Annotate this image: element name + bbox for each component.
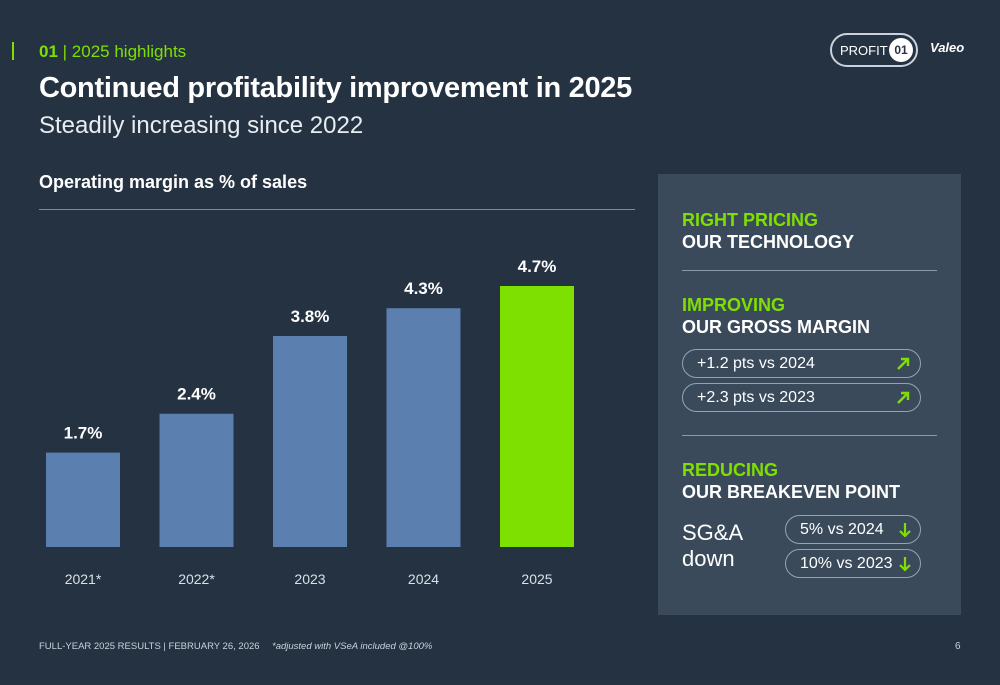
gross-margin-heading: OUR GROSS MARGIN [682, 317, 871, 337]
operating-margin-chart: 1.7% 2021* 2.4% 2022* 3.8% 2023 4.3% 2024 4.7% 20… [46, 257, 574, 587]
sga-down-label: SG&A down [682, 520, 743, 572]
footer-event: FULL-YEAR 2025 RESULTS | FEBRUARY 26, 20… [39, 641, 260, 652]
section-label: 01 | 2025 highlights [39, 42, 186, 62]
pricing-heading: RIGHT PRICING [682, 210, 819, 230]
chart-title: Operating margin as % of sales [39, 172, 308, 192]
chart-title-rule [39, 209, 635, 210]
panel-divider [682, 270, 937, 271]
section-accent-bar [12, 42, 14, 60]
page-number: 6 [955, 641, 961, 652]
sga-line-1: SG&A [682, 520, 744, 545]
gross-margin-pill-2024: +1.2 pts vs 2024 [682, 349, 921, 378]
page-subtitle: Steadily increasing since 2022 [39, 112, 364, 139]
x-tick-label: 2024 [408, 571, 439, 587]
pill-text: 10% vs 2023 [800, 554, 893, 572]
highlights-panel: RIGHT PRICING OUR TECHNOLOGY IMPROVING O… [658, 174, 961, 615]
page-title: Continued profitability improvement in 2… [39, 72, 632, 104]
arrow-up-right-icon [897, 357, 910, 370]
panel-divider [682, 435, 937, 436]
section-number: 01 [39, 42, 58, 61]
section-name: | 2025 highlights [62, 42, 187, 61]
bar-2022 [159, 413, 234, 547]
profit-badge: PROFIT 01 [830, 33, 918, 67]
x-tick-label: 2023 [294, 571, 325, 587]
technology-heading: OUR TECHNOLOGY [682, 232, 855, 252]
sga-pill-2024: 5% vs 2024 [785, 515, 921, 544]
pill-text: 5% vs 2024 [800, 520, 884, 538]
bar-2025 [500, 286, 574, 547]
arrow-up-right-icon [897, 391, 910, 404]
bar-2024 [386, 308, 461, 547]
x-tick-label: 2022* [178, 571, 215, 587]
arrow-down-icon [899, 522, 911, 538]
reducing-heading: REDUCING [682, 460, 779, 480]
x-tick-label: 2021* [65, 571, 102, 587]
footer-footnote: *adjusted with VSeA included @100% [272, 641, 433, 652]
bar-value-label: 2.4% [177, 385, 216, 404]
bar-value-label: 4.3% [404, 279, 443, 298]
sga-line-2: down [682, 546, 735, 571]
bar-value-label: 4.7% [518, 257, 557, 276]
x-tick-label: 2025 [521, 571, 552, 587]
arrow-down-icon [899, 556, 911, 572]
gross-margin-pill-2023: +2.3 pts vs 2023 [682, 383, 921, 412]
bar-2023 [273, 335, 347, 547]
pill-text: +1.2 pts vs 2024 [697, 354, 815, 372]
badge-label: PROFIT [840, 42, 888, 58]
valeo-logo: Valeo [930, 40, 965, 55]
breakeven-heading: OUR BREAKEVEN POINT [682, 482, 901, 502]
bar-value-label: 3.8% [291, 307, 330, 326]
pill-text: +2.3 pts vs 2023 [697, 388, 815, 406]
sga-pill-2023: 10% vs 2023 [785, 549, 921, 578]
badge-number: 01 [889, 38, 913, 62]
bar-value-label: 1.7% [64, 424, 103, 443]
bar-2021 [46, 452, 120, 547]
improving-heading: IMPROVING [682, 295, 786, 315]
